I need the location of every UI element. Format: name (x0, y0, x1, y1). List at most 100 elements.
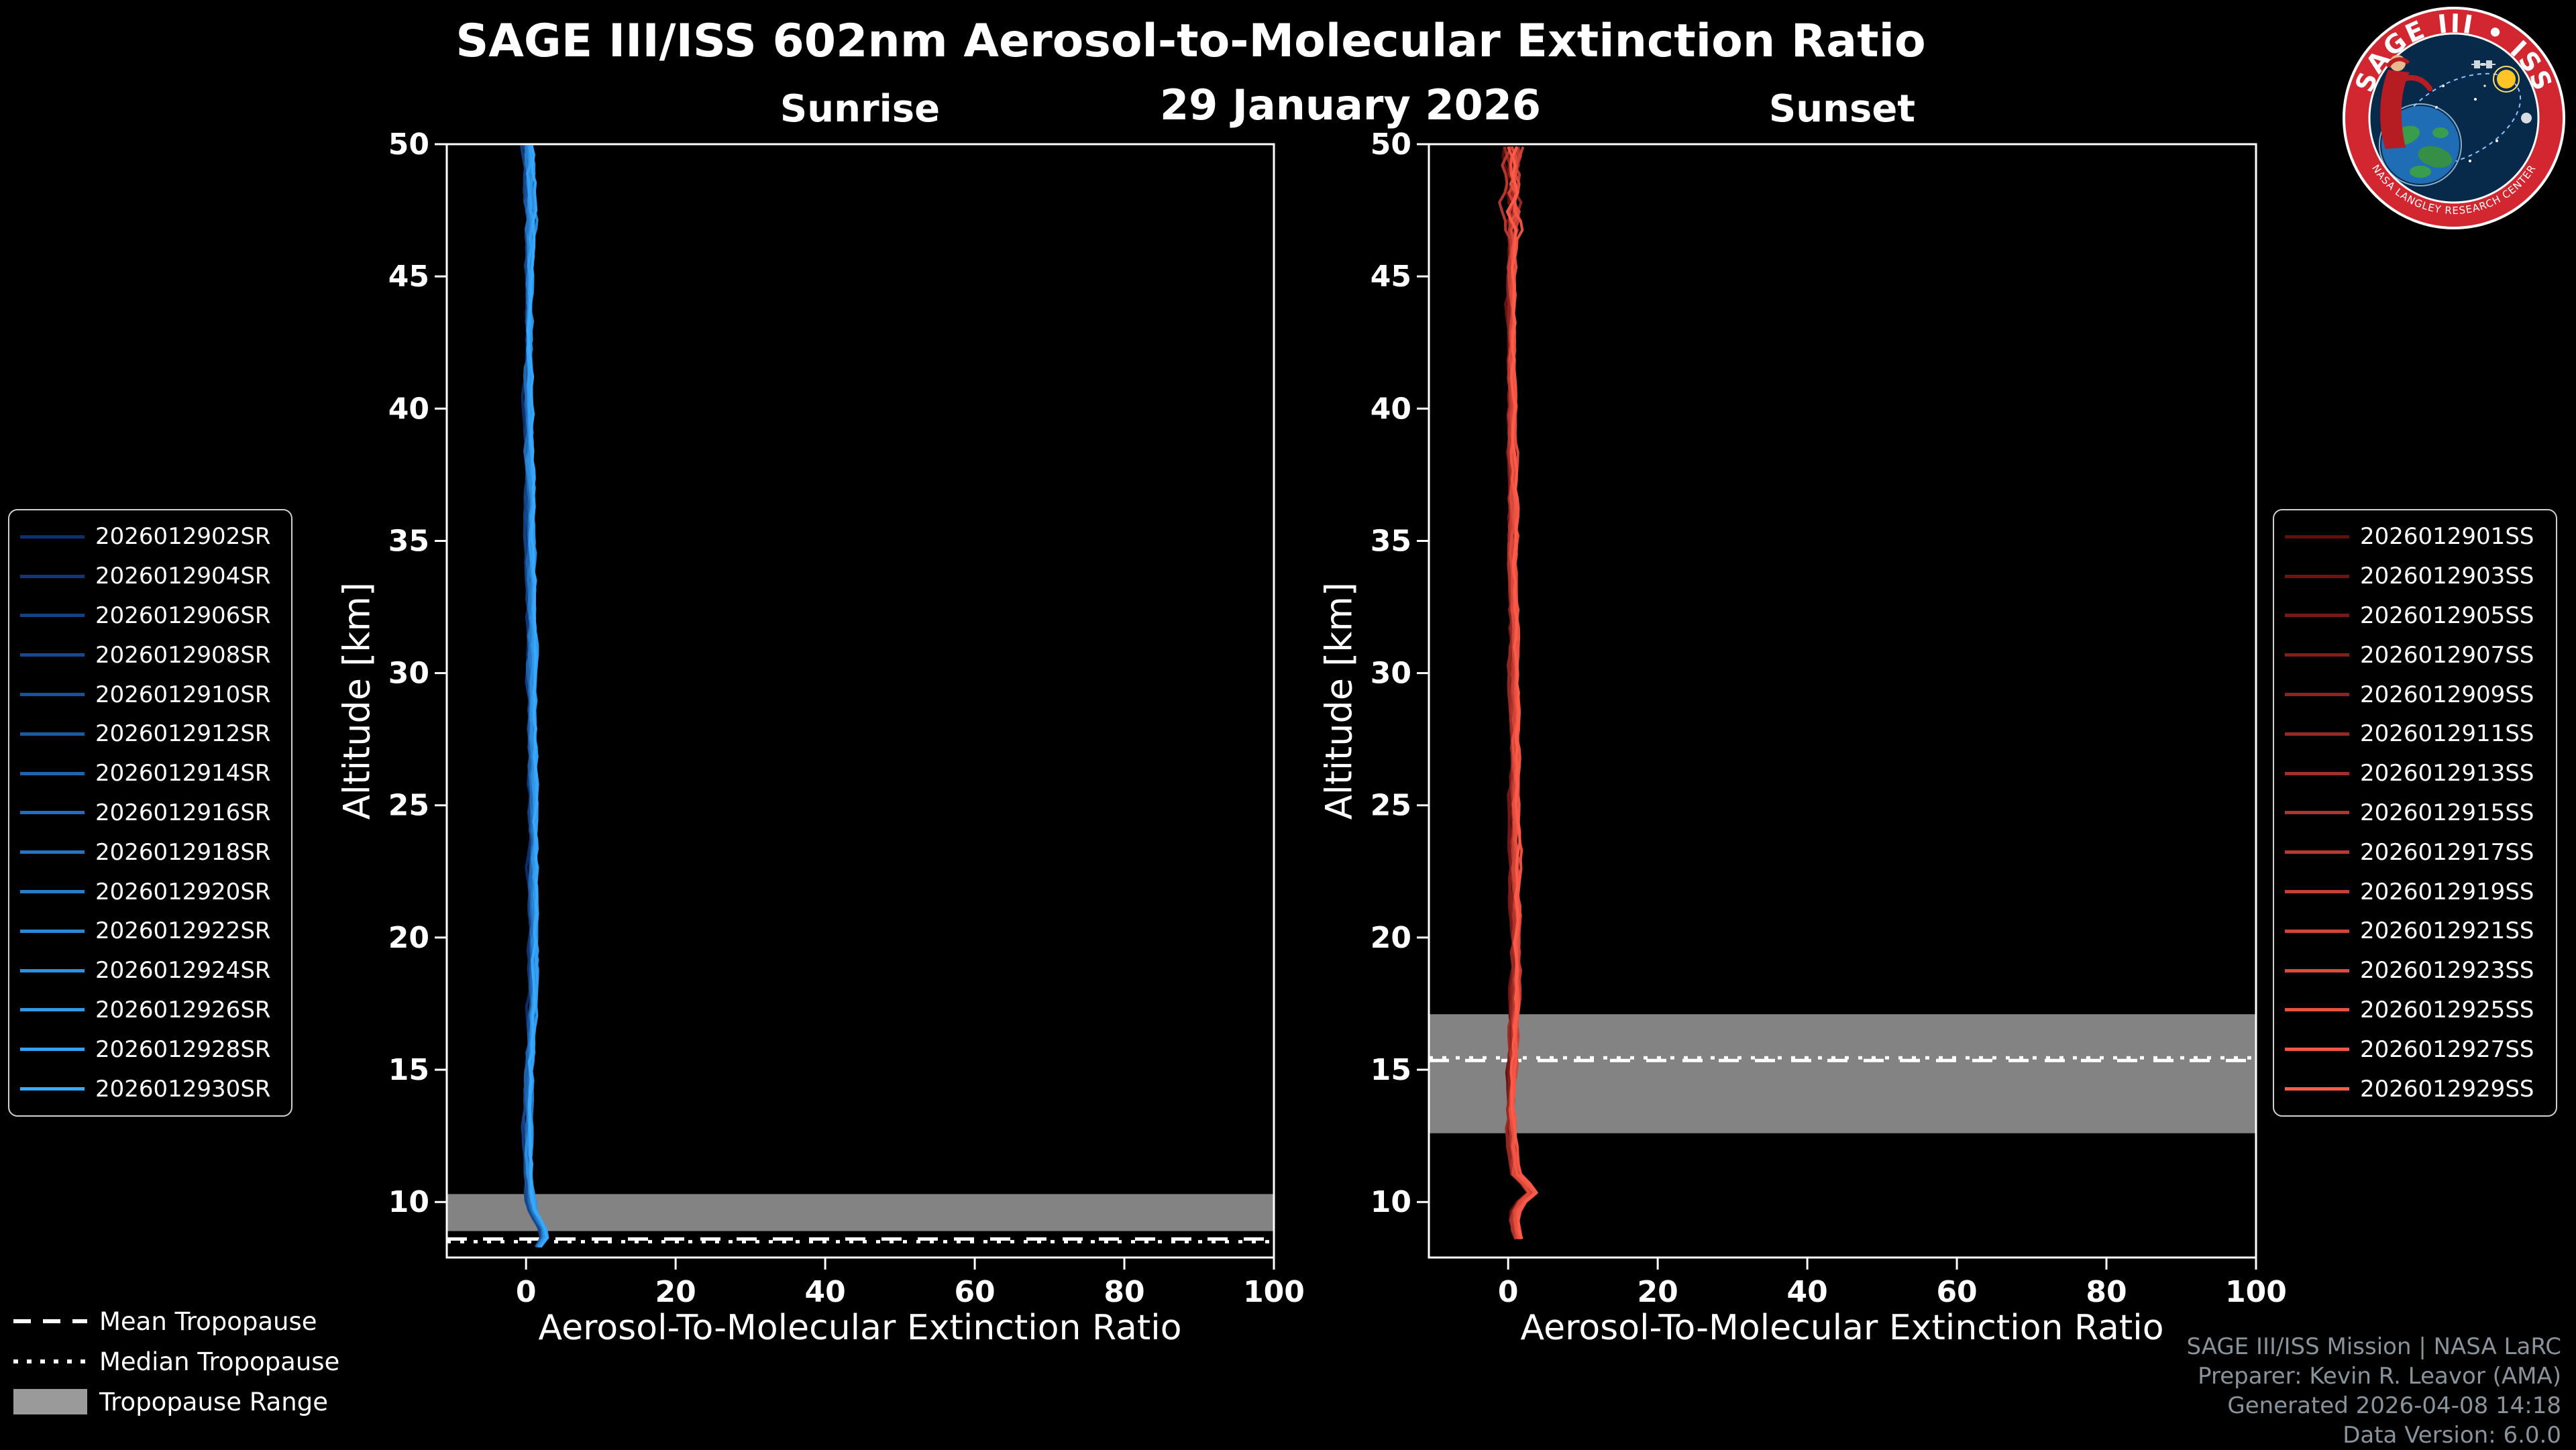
x-tick-label: 100 (1243, 1275, 1304, 1309)
legend-item: 2026012914SR (9, 760, 291, 787)
legend-item: 2026012904SR (9, 563, 291, 590)
legend-item-label: 2026012906SR (95, 602, 271, 629)
legend-line-swatch (20, 693, 85, 697)
axes-border (445, 143, 1275, 1259)
legend-line-swatch (2285, 850, 2349, 854)
x-tick-label: 100 (2225, 1275, 2286, 1309)
legend-item: 2026012915SS (2274, 799, 2556, 826)
y-tick-label: 30 (1371, 657, 1411, 691)
y-tick-label: 45 (1371, 260, 1411, 294)
y-tick-label: 20 (1371, 921, 1411, 955)
x-axis-label-sunset: Aerosol-To-Molecular Extinction Ratio (1520, 1308, 2164, 1348)
legend-item-label: 2026012919SS (2360, 878, 2534, 905)
legend-item-label: 2026012909SS (2360, 681, 2534, 708)
x-tick-label: 80 (2086, 1275, 2127, 1309)
x-tick-label: 60 (954, 1275, 995, 1309)
legend-line-swatch (20, 732, 85, 736)
legend-item: 2026012920SR (9, 879, 291, 905)
legend-item: 2026012907SS (2274, 642, 2556, 669)
legend-item-label: 2026012922SR (95, 917, 271, 945)
legend-item-label: 2026012923SS (2360, 957, 2534, 985)
legend-item: 2026012923SS (2274, 957, 2556, 984)
axes-border (1428, 143, 2257, 1259)
legend-line-swatch (2285, 614, 2349, 618)
x-tick-label: 0 (516, 1275, 537, 1309)
footer-line: Preparer: Kevin R. Leavor (AMA) (2198, 1363, 2561, 1390)
legend-item-label: 2026012914SR (95, 760, 271, 787)
legend-item: 2026012918SR (9, 839, 291, 866)
footer-credits: SAGE III/ISS Mission | NASA LaRC Preparer… (2186, 1332, 2561, 1450)
tropopause-legend-swatch-dotted (13, 1359, 87, 1363)
y-tick-label: 20 (388, 921, 429, 955)
legend-line-swatch (2285, 929, 2349, 933)
logo-stars (2435, 85, 2498, 162)
logo-sun (2493, 66, 2520, 93)
legend-item: 2026012926SR (9, 997, 291, 1023)
logo-figure (2380, 55, 2432, 149)
legend-line-swatch (20, 535, 85, 539)
legend-line-swatch (20, 771, 85, 775)
legend-item-label: 2026012921SS (2360, 917, 2534, 945)
legend-item: 2026012929SS (2274, 1076, 2556, 1103)
legend-item-label: 2026012918SR (95, 838, 271, 866)
x-tick-label: 40 (804, 1275, 845, 1309)
legend-line-swatch (20, 614, 85, 618)
legend-item-label: 2026012910SR (95, 681, 271, 708)
legend-line-swatch (20, 890, 85, 894)
legend-item-label: 2026012927SS (2360, 1036, 2534, 1063)
legend-line-swatch (2285, 732, 2349, 736)
legend-item: 2026012901SS (2274, 523, 2556, 550)
figure-date: 29 January 2026 (1159, 80, 1542, 129)
legend-item: 2026012908SR (9, 642, 291, 669)
legend-line-swatch (20, 929, 85, 933)
y-tick-label: 45 (388, 260, 429, 294)
y-tick-label: 50 (1371, 127, 1411, 162)
y-tick-label: 25 (388, 789, 429, 823)
x-axis-label-sunrise: Aerosol-To-Molecular Extinction Ratio (538, 1308, 1182, 1348)
y-tick-label: 35 (1371, 524, 1411, 558)
legend-line-swatch (2285, 1048, 2349, 1052)
legend-line-swatch (2285, 1008, 2349, 1012)
legend-item-label: 2026012903SS (2360, 563, 2534, 590)
legend-item: 2026012919SS (2274, 879, 2556, 905)
y-tick-label: 30 (388, 657, 429, 691)
x-tick-label: 40 (1786, 1275, 1827, 1309)
tropopause-legend-item: Median Tropopause (13, 1347, 339, 1376)
y-tick-label: 50 (388, 127, 429, 162)
footer-line: SAGE III/ISS Mission | NASA LaRC (2186, 1333, 2561, 1360)
legend-item: 2026012913SS (2274, 760, 2556, 787)
tropopause-legend-swatch-dashed (13, 1319, 87, 1323)
panel-title-sunset: Sunset (1768, 87, 1916, 131)
y-tick-label: 15 (388, 1053, 429, 1087)
legend-line-swatch (20, 811, 85, 815)
x-tick-label: 20 (655, 1275, 696, 1309)
legend-line-swatch (2285, 890, 2349, 894)
legend-line-swatch (2285, 653, 2349, 657)
legend-item: 2026012903SS (2274, 563, 2556, 590)
legend-item-label: 2026012905SS (2360, 602, 2534, 629)
sunset-plot: 0 20 40 60 80 100 10 15 20 25 30 35 40 45 50 (1371, 127, 2286, 1309)
legend-item: 2026012930SR (9, 1076, 291, 1103)
legend-line-swatch (2285, 693, 2349, 697)
legend-item: 2026012902SR (9, 523, 291, 550)
legend-item: 2026012917SS (2274, 839, 2556, 866)
profile-line (526, 145, 548, 1248)
y-tick-label: 35 (388, 524, 429, 558)
legend-item: 2026012924SR (9, 957, 291, 984)
x-tick-label: 20 (1638, 1275, 1678, 1309)
legend-item-label: 2026012904SR (95, 563, 271, 590)
y-tick-label: 25 (1371, 789, 1411, 823)
logo-moon (2521, 113, 2532, 123)
legend-item: 2026012912SR (9, 720, 291, 747)
legend-line-swatch (20, 1008, 85, 1012)
tropopause-legend-item: Tropopause Range (13, 1387, 339, 1416)
footer-line: Data Version: 6.0.0 (2343, 1422, 2561, 1449)
y-tick-label: 10 (388, 1185, 429, 1219)
legend-item-label: 2026012929SS (2360, 1075, 2534, 1103)
footer-line: Generated 2026-04-08 14:18 (2227, 1392, 2561, 1419)
x-tick-label: 80 (1104, 1275, 1144, 1309)
legend-line-swatch (2285, 574, 2349, 578)
legend-line-swatch (20, 1087, 85, 1091)
legend-line-swatch (20, 1048, 85, 1052)
